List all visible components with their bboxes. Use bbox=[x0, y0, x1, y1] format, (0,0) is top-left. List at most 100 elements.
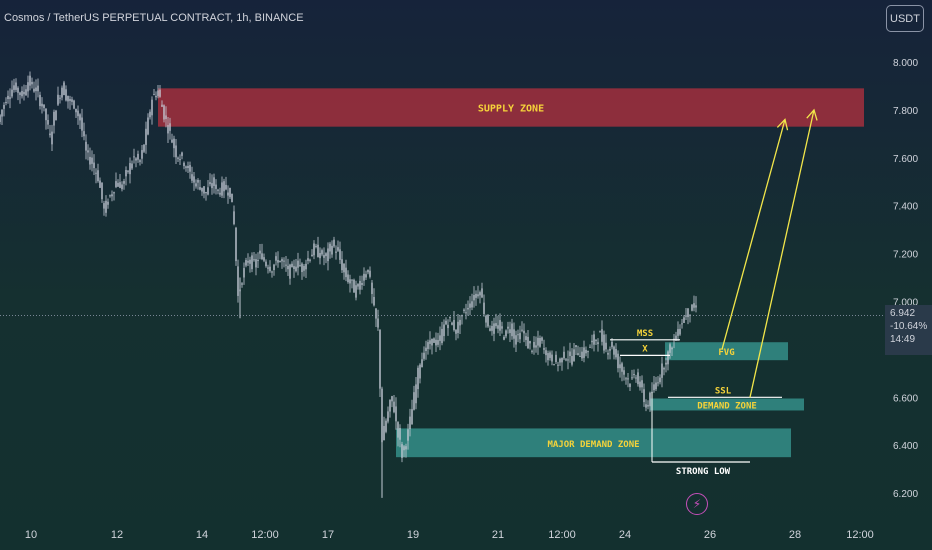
candle-body bbox=[355, 285, 357, 298]
candle-body bbox=[495, 323, 497, 327]
candle-body bbox=[3, 104, 5, 109]
arrow-head bbox=[806, 108, 818, 121]
candle-body bbox=[359, 280, 361, 290]
candle-body bbox=[369, 270, 371, 277]
candle-body bbox=[215, 184, 217, 189]
candle-body bbox=[57, 94, 59, 105]
candle-body bbox=[141, 150, 143, 159]
candle-body bbox=[115, 181, 117, 188]
candle-body bbox=[679, 328, 681, 335]
x-tick-label: 28 bbox=[789, 529, 801, 541]
candle-countdown: 14:49 bbox=[890, 334, 916, 345]
candle-body bbox=[103, 203, 105, 209]
candle-body bbox=[503, 336, 505, 340]
candle-body bbox=[191, 174, 193, 181]
y-tick-label: 6.600 bbox=[893, 393, 918, 404]
candle-body bbox=[219, 192, 221, 195]
candle-body bbox=[365, 274, 367, 278]
candle-body bbox=[507, 326, 509, 329]
candle-body bbox=[289, 264, 291, 279]
candle-body bbox=[483, 302, 485, 315]
candle-body bbox=[615, 349, 617, 358]
candle-body bbox=[47, 120, 49, 125]
candle-body bbox=[163, 105, 165, 120]
candle-body bbox=[475, 293, 477, 298]
x-tick-label: 24 bbox=[619, 529, 631, 541]
x-tick-label: 10 bbox=[25, 529, 37, 541]
candle-body bbox=[7, 95, 9, 100]
candle-body bbox=[345, 267, 347, 278]
candle-body bbox=[329, 243, 331, 252]
candle-body bbox=[55, 110, 57, 121]
zone-demand-zone bbox=[650, 398, 804, 411]
candle-body bbox=[327, 248, 329, 262]
candle-body bbox=[5, 102, 7, 104]
candle-body bbox=[371, 282, 373, 295]
candle-body bbox=[633, 373, 635, 375]
candle-body bbox=[545, 350, 547, 356]
candle-body bbox=[605, 342, 607, 350]
candle-body bbox=[383, 425, 385, 441]
candle-body bbox=[675, 335, 677, 341]
candle-body bbox=[109, 195, 111, 197]
x-tick-label: 12:00 bbox=[251, 529, 279, 541]
candle-body bbox=[333, 239, 335, 247]
candle-body bbox=[579, 355, 581, 357]
candle-body bbox=[595, 340, 597, 342]
candle-body bbox=[97, 170, 99, 182]
candle-body bbox=[11, 89, 13, 97]
candle-body bbox=[683, 317, 685, 323]
candle-body bbox=[117, 182, 119, 187]
candle-body bbox=[113, 192, 115, 194]
y-tick-label: 7.400 bbox=[893, 202, 918, 213]
candle-body bbox=[373, 296, 375, 306]
candle-body bbox=[165, 115, 167, 120]
currency-button[interactable]: USDT bbox=[886, 5, 924, 32]
candle-body bbox=[313, 243, 315, 256]
candle-body bbox=[31, 81, 33, 85]
lightning-icon[interactable]: ⚡ bbox=[686, 493, 708, 515]
candle-body bbox=[377, 318, 379, 328]
candle-body bbox=[269, 266, 271, 272]
candle-body bbox=[85, 141, 87, 151]
candle-body bbox=[123, 181, 125, 184]
candle-body bbox=[89, 156, 91, 165]
axis-layer: 8.0007.8007.6007.4007.2007.0006.8006.600… bbox=[25, 58, 919, 541]
candle-body bbox=[413, 392, 415, 410]
candle-body bbox=[341, 259, 343, 271]
candle-body bbox=[193, 176, 195, 183]
candle-body bbox=[347, 274, 349, 283]
candle-body bbox=[125, 169, 127, 177]
candle-body bbox=[209, 182, 211, 185]
candle-body bbox=[175, 145, 177, 158]
candle-body bbox=[137, 153, 139, 160]
candle-body bbox=[433, 338, 435, 343]
candle-body bbox=[257, 260, 259, 262]
candle-body bbox=[357, 284, 359, 287]
candle-body bbox=[401, 444, 403, 459]
candle-body bbox=[611, 341, 613, 348]
candle-body bbox=[485, 316, 487, 323]
candle-body bbox=[511, 323, 513, 337]
candle-body bbox=[557, 364, 559, 366]
candle-body bbox=[659, 377, 661, 383]
candle-body bbox=[65, 89, 67, 101]
candle-body bbox=[297, 260, 299, 268]
candle-body bbox=[213, 177, 215, 186]
candle-body bbox=[481, 288, 483, 298]
candle-body bbox=[283, 260, 285, 262]
candle-body bbox=[69, 99, 71, 101]
candle-body bbox=[637, 372, 639, 385]
arrow-head bbox=[776, 118, 789, 131]
candle-body bbox=[389, 400, 391, 412]
candle-body bbox=[665, 362, 667, 365]
candle-body bbox=[157, 90, 159, 97]
candle-body bbox=[127, 170, 129, 172]
zone-fvg bbox=[665, 342, 788, 361]
candle-body bbox=[155, 95, 157, 98]
candle-body bbox=[551, 354, 553, 362]
candle-body bbox=[419, 364, 421, 379]
candle-body bbox=[307, 258, 309, 261]
candle-body bbox=[655, 382, 657, 390]
